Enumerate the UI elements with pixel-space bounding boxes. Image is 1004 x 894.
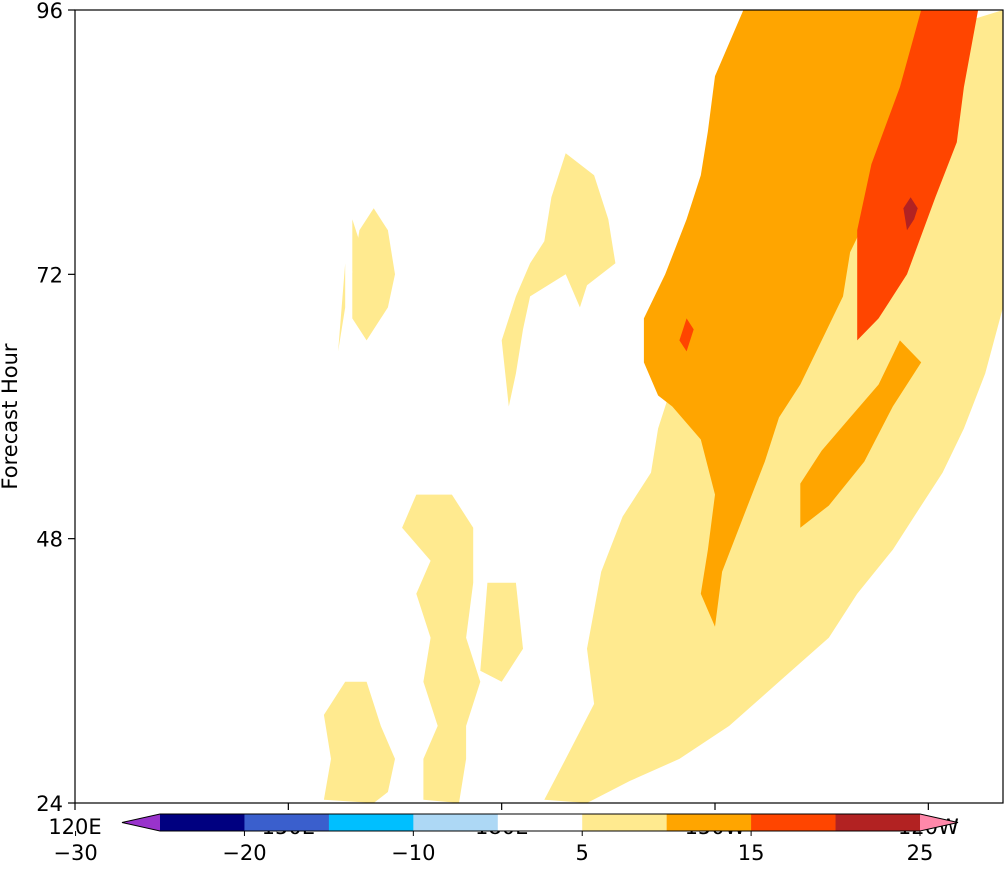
colorbar-extend-over: [920, 814, 958, 831]
colorbar-tick-label: 5: [576, 841, 589, 865]
colorbar-extend-under: [122, 814, 160, 831]
colorbar-tick-label: −10: [391, 841, 435, 865]
colorbar-tick-label: 25: [907, 841, 934, 865]
contour-region-5-5: [338, 263, 346, 352]
x-tick-label: 120E: [48, 815, 101, 839]
colorbar-swatch: [160, 814, 245, 831]
colorbar-swatch: [835, 814, 921, 831]
contour-region-15-11: [679, 318, 694, 352]
contour-region-15-10: [857, 10, 979, 341]
contour-region-5-4: [501, 153, 616, 407]
plot-frame: [74, 9, 1004, 804]
contour-region-10-9: [800, 340, 922, 528]
colorbar-swatch: [666, 814, 752, 831]
colorbar-tick-label: −30: [53, 841, 97, 865]
contour-region-5-6: [352, 208, 395, 341]
y-axis-label: Forecast Hour: [0, 343, 22, 489]
colorbar-outline: [121, 813, 959, 832]
colorbar-swatch: [413, 814, 499, 831]
colorbar: −30 −20 −10 5 15 25: [53, 813, 959, 865]
colorbar-swatch: [244, 814, 330, 831]
colorbar-tick-label: 15: [738, 841, 765, 865]
colorbar-swatch: [497, 814, 583, 831]
colorbar-swatch: [751, 814, 837, 831]
y-tick-label: 96: [36, 0, 63, 23]
contour-region-5-2: [480, 582, 523, 682]
colorbar-swatch: [328, 814, 414, 831]
colorbar-swatch: [582, 814, 668, 831]
y-tick-label: 48: [36, 528, 63, 552]
contour-region-5-1: [402, 494, 481, 803]
contour-region-5-7: [352, 219, 360, 275]
colorbar-tick-label: −20: [222, 841, 266, 865]
y-tick-label: 72: [36, 263, 63, 287]
y-tick-label: 24: [36, 792, 63, 816]
plot-area: [323, 10, 1003, 803]
contour-region-20-12: [903, 197, 918, 231]
contour-region-5-3: [323, 681, 395, 803]
